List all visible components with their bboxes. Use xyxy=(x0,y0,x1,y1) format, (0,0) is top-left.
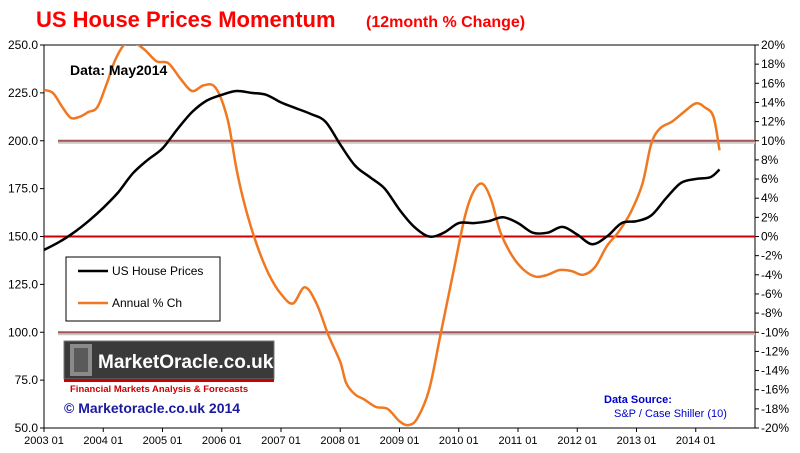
series-layer xyxy=(44,45,721,427)
y-left-tick-label: 50.0 xyxy=(15,421,39,435)
y-right-tick-label: -8% xyxy=(761,306,783,320)
x-tick-label: 2004 01 xyxy=(83,435,123,447)
x-tick-label: 2007 01 xyxy=(261,435,301,447)
y-left-tick-label: 150.0 xyxy=(8,230,38,244)
source-text: S&P / Case Shiller (10) xyxy=(614,408,727,420)
y-right-tick-label: -18% xyxy=(761,402,789,416)
x-tick-label: 2014 01 xyxy=(676,435,716,447)
series-line-us-house-prices xyxy=(44,89,721,252)
y-right-tick-label: -16% xyxy=(761,383,789,397)
y-right-tick-label: -4% xyxy=(761,268,783,282)
y-left-tick-label: 200.0 xyxy=(8,134,38,148)
chart-subtitle: (12month % Change) xyxy=(366,14,525,31)
y-right-tick-label: 20% xyxy=(761,38,785,52)
y-right-tick-label: -12% xyxy=(761,344,789,358)
y-right-tick-label: -6% xyxy=(761,287,783,301)
y-right-tick-label: 16% xyxy=(761,76,785,90)
y-left-tick-label: 100.0 xyxy=(8,325,38,339)
reference-lines xyxy=(44,139,755,336)
chart-title: US House Prices Momentum xyxy=(36,7,336,32)
x-axis: 2003 01 2004 01 2005 01 2006 01 2007 01 2008 … xyxy=(24,428,716,447)
data-note: Data: May2014 xyxy=(70,62,167,78)
x-tick-label: 2011 01 xyxy=(499,435,538,447)
y-axis-left: 50.0 75.0 100.0 125.0 150.0 175.0 200.0 225.0 25… xyxy=(8,38,44,435)
x-tick-label: 2010 01 xyxy=(439,435,479,447)
x-tick-label: 2013 01 xyxy=(617,435,657,447)
y-left-tick-label: 250.0 xyxy=(8,38,38,52)
y-right-tick-label: 4% xyxy=(761,191,779,205)
y-left-tick-label: 175.0 xyxy=(8,182,38,196)
y-right-tick-label: -10% xyxy=(761,325,789,339)
legend-label-momentum: Annual % Ch xyxy=(112,296,182,310)
y-right-tick-label: 8% xyxy=(761,153,779,167)
copyright: © Marketoracle.co.uk 2014 xyxy=(64,400,240,416)
y-right-tick-label: 12% xyxy=(761,115,785,129)
legend-label-prices: US House Prices xyxy=(112,264,203,278)
y-right-tick-label: 18% xyxy=(761,57,785,71)
y-right-tick-label: 14% xyxy=(761,95,785,109)
logo-text: MarketOracle.co.uk xyxy=(98,352,274,373)
logo: MarketOracle.co.uk xyxy=(63,340,275,382)
y-right-tick-label: -20% xyxy=(761,421,789,435)
y-right-tick-label: 0% xyxy=(761,230,779,244)
y-left-tick-label: 125.0 xyxy=(8,277,38,291)
y-right-tick-label: 2% xyxy=(761,210,779,224)
legend: US House Prices Annual % Ch xyxy=(65,256,221,322)
y-left-tick-label: 75.0 xyxy=(15,373,39,387)
y-right-tick-label: -14% xyxy=(761,364,789,378)
y-right-tick-label: 6% xyxy=(761,172,779,186)
x-tick-label: 2008 01 xyxy=(320,435,360,447)
y-right-tick-label: 10% xyxy=(761,134,785,148)
x-tick-label: 2005 01 xyxy=(143,435,183,447)
source-label: Data Source: xyxy=(604,394,672,406)
y-axis-right: -20% -18% -16% -14% -12% -10% -8% -6% -4% -2% 0% 2%… xyxy=(755,38,789,435)
x-tick-label: 2012 01 xyxy=(557,435,597,447)
x-tick-label: 2006 01 xyxy=(202,435,242,447)
series-line-annual-ch xyxy=(44,45,721,427)
x-tick-label: 2009 01 xyxy=(380,435,420,447)
logo-tagline: Financial Markets Analysis & Forecasts xyxy=(70,384,248,395)
y-right-tick-label: -2% xyxy=(761,249,783,263)
x-tick-label: 2003 01 xyxy=(24,435,64,447)
y-left-tick-label: 225.0 xyxy=(8,86,38,100)
